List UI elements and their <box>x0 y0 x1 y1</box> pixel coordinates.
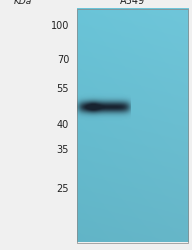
Text: 100: 100 <box>51 21 69 31</box>
Text: 70: 70 <box>57 55 69 65</box>
Text: 40: 40 <box>57 120 69 130</box>
Bar <box>77 9 188 242</box>
Text: 35: 35 <box>57 145 69 155</box>
Text: 25: 25 <box>57 184 69 194</box>
Text: 55: 55 <box>57 84 69 94</box>
Text: KDa: KDa <box>14 0 32 6</box>
Text: A549: A549 <box>120 0 145 6</box>
